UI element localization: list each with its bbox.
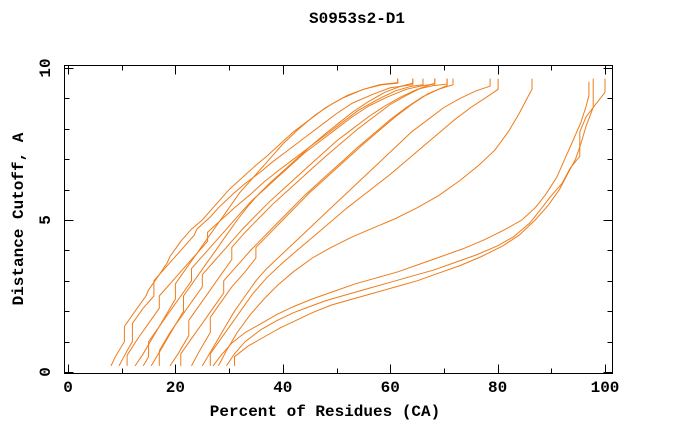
y-tick-label: 5 bbox=[37, 215, 55, 225]
series-line bbox=[169, 78, 436, 367]
y-tick-label: 10 bbox=[37, 58, 55, 78]
series-line bbox=[209, 78, 499, 366]
series-line bbox=[142, 78, 436, 367]
x-tick-label: 20 bbox=[165, 379, 185, 397]
x-tick-label: 60 bbox=[380, 379, 400, 397]
series-line bbox=[180, 78, 454, 366]
x-tick-label: 40 bbox=[273, 379, 293, 397]
series-line bbox=[212, 81, 590, 367]
series-line bbox=[118, 78, 414, 367]
y-axis-title: Distance Cutoff, A bbox=[10, 132, 28, 306]
series-line bbox=[158, 78, 448, 366]
series-line bbox=[225, 78, 594, 367]
series-line bbox=[150, 78, 414, 367]
series-line bbox=[234, 78, 606, 366]
x-tick-label: 0 bbox=[63, 379, 73, 397]
x-tick-label: 80 bbox=[487, 379, 508, 397]
x-tick-label: 100 bbox=[590, 379, 620, 397]
series-line bbox=[134, 78, 399, 367]
series-line bbox=[191, 78, 448, 367]
chart-title: S0953s2-D1 bbox=[308, 10, 406, 28]
series-line bbox=[126, 78, 424, 366]
plot-frame bbox=[64, 65, 613, 374]
y-tick-label: 0 bbox=[37, 367, 55, 377]
series-line bbox=[217, 78, 533, 367]
series-line bbox=[201, 78, 491, 367]
x-axis-title: Percent of Residues (CA) bbox=[209, 403, 441, 421]
